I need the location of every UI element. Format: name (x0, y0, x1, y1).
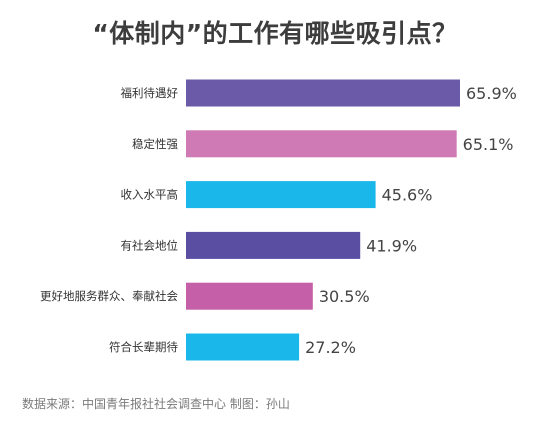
value-label-5: 27.2% (305, 338, 356, 357)
bar-1 (186, 130, 457, 158)
category-label-1: 稳定性强 (132, 137, 178, 151)
bar-2 (186, 181, 376, 209)
category-label-4: 更好地服务群众、奉献社会 (40, 289, 178, 303)
bar-5 (186, 333, 300, 361)
source-note: 数据来源：中国青年报社社会调查中心 制图：孙山 (22, 397, 290, 411)
category-label-3: 有社会地位 (121, 238, 179, 252)
value-label-3: 41.9% (366, 236, 417, 255)
bar-4 (186, 282, 313, 310)
category-label-0: 福利待遇好 (121, 86, 179, 100)
value-label-2: 45.6% (382, 186, 433, 205)
bar-0 (186, 79, 460, 107)
chart-title: “体制内”的工作有哪些吸引点？ (92, 19, 458, 48)
value-label-1: 65.1% (463, 135, 514, 154)
category-label-2: 收入水平高 (121, 188, 179, 202)
value-label-0: 65.9% (466, 84, 517, 103)
value-label-4: 30.5% (319, 287, 370, 306)
category-label-5: 符合长辈期待 (109, 340, 178, 354)
bar-3 (186, 231, 361, 259)
